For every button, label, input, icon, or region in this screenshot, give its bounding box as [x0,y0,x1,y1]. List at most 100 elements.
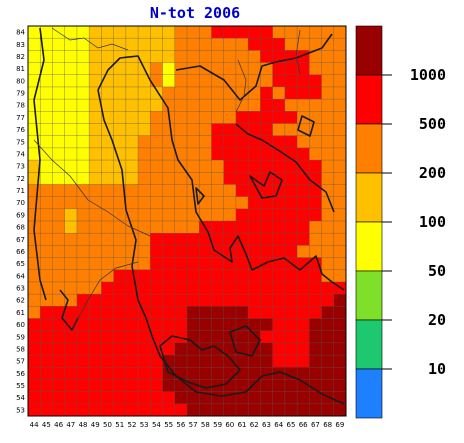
grid-cell [321,160,335,173]
grid-cell [28,403,41,417]
grid-cell [284,269,298,283]
grid-cell [272,403,286,417]
legend-swatch [355,172,383,223]
grid-cell [40,38,53,51]
grid-cell [40,318,53,331]
x-axis-label: 64 [274,421,283,429]
grid-cell [28,391,41,405]
y-axis-label: 57 [16,358,25,366]
grid-cell [223,318,237,331]
grid-cell [52,221,65,234]
grid-cell [40,330,53,344]
x-axis-label: 55 [164,421,173,429]
grid-cell [187,196,200,210]
grid-cell [138,147,151,161]
grid-cell [76,281,90,295]
grid-cell [235,257,249,271]
grid-cell [321,111,335,124]
grid-cell [174,221,188,234]
grid-cell [162,306,176,319]
grid-cell [150,233,163,246]
grid-cell [101,306,114,319]
grid-cell [52,172,65,185]
grid-cell [199,294,212,307]
grid-cell [272,367,286,380]
grid-cell [297,74,310,88]
grid-cell [199,318,212,331]
grid-cell [40,294,53,307]
grid-cell [64,379,78,392]
grid-cell [187,99,200,112]
grid-cell [138,269,151,283]
grid-cell [187,306,200,319]
grid-cell [297,123,310,136]
grid-cell [162,294,176,307]
grid-cell [174,86,188,100]
y-axis-label: 54 [16,394,25,402]
grid-cell [150,74,163,88]
grid-cell [321,269,335,283]
grid-cell [138,330,151,344]
grid-cell [28,26,41,39]
grid-cell [284,330,298,344]
grid-cell [89,306,102,319]
y-axis-label: 67 [16,236,25,244]
grid-cell [321,245,335,258]
grid-cell [321,342,335,356]
grid-cell [272,281,286,295]
grid-cell [321,379,335,392]
grid-cell [174,306,188,319]
grid-cell [187,269,200,283]
grid-cell [187,38,200,51]
grid-cell [284,172,298,185]
grid-cell [187,245,200,258]
grid-cell [309,403,322,417]
grid-cell [89,269,102,283]
grid-cell [235,391,249,405]
grid-cell [162,196,176,210]
grid-cell [174,50,188,63]
grid-cell [40,257,53,271]
grid-cell [309,50,322,63]
grid-cell [174,355,188,368]
grid-cell [52,208,65,222]
y-axis-label: 75 [16,138,25,146]
grid-cell [248,208,261,222]
grid-cell [125,147,139,161]
grid-cell [272,391,286,405]
grid-cell [150,123,163,136]
grid-cell [297,269,310,283]
grid-cell [64,245,78,258]
grid-cell [235,403,249,417]
grid-cell [235,330,249,344]
grid-cell [52,123,65,136]
grid-cell [150,318,163,331]
grid-cell [76,391,90,405]
grid-cell [211,306,224,319]
grid-cell [113,330,127,344]
grid-cell [52,196,65,210]
grid-cell [138,208,151,222]
grid-cell [333,294,347,307]
grid-cell [174,196,188,210]
grid-cell [64,74,78,88]
grid-cell [235,306,249,319]
grid-cell [284,367,298,380]
grid-cell [297,245,310,258]
grid-cell [272,330,286,344]
grid-cell [52,391,65,405]
grid-cell [64,330,78,344]
grid-cell [297,403,310,417]
grid-cell [333,123,347,136]
grid-cell [28,208,41,222]
grid-cell [174,269,188,283]
grid-cell [284,221,298,234]
grid-cell [284,123,298,136]
grid-cell [52,38,65,51]
grid-cell [52,233,65,246]
grid-cell [297,281,310,295]
grid-cell [248,342,261,356]
grid-cell [174,233,188,246]
grid-cell [162,257,176,271]
grid-cell [162,99,176,112]
